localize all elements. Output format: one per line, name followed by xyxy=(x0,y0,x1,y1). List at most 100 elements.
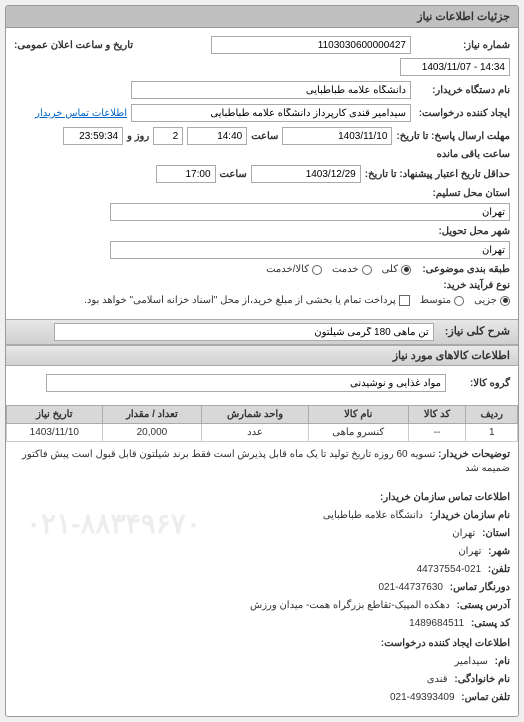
city-label: شهر محل تحویل: xyxy=(415,226,510,237)
radio-dot-icon xyxy=(500,296,510,306)
topic-label: طبقه بندی موضوعی: xyxy=(415,264,510,275)
td-date: 1403/11/10 xyxy=(7,424,103,442)
deadline-date-input[interactable] xyxy=(282,127,392,145)
contact-cphone-row: تلفن تماس: 49393409-021 xyxy=(14,690,510,706)
main-panel: جزئیات اطلاعات نیاز شماره نیاز: تاریخ و … xyxy=(5,5,519,717)
radio-topic-goods-label: کالا/خدمت xyxy=(266,264,309,275)
table-row[interactable]: 1 -- کنسرو ماهی عدد 20,000 1403/11/10 xyxy=(7,424,518,442)
th-name: نام کالا xyxy=(308,406,408,424)
row-org: نام دستگاه خریدار: xyxy=(14,81,510,99)
goods-group-section: گروه کالا: xyxy=(6,366,518,405)
topic-radios: کلی خدمت کالا/خدمت xyxy=(266,264,411,275)
buyer-notes-section: توضیحات خریدار: تسویه 60 روزه تاریخ تولی… xyxy=(6,442,518,482)
general-desc-label: شرح کلی نیاز: xyxy=(445,326,510,338)
validity-date-input[interactable] xyxy=(251,165,361,183)
radio-dot-icon xyxy=(454,296,464,306)
contact-link[interactable]: اطلاعات تماس خریدار xyxy=(35,108,127,119)
row-creator: ایجاد کننده درخواست: اطلاعات تماس خریدار xyxy=(14,104,510,122)
deadline-label: مهلت ارسال پاسخ: تا تاریخ: xyxy=(396,131,510,142)
contact-fax-row: دورنگار تماس: 44737630-021 xyxy=(14,580,510,596)
radio-topic-all-label: کلی xyxy=(382,264,398,275)
time-label-2: ساعت xyxy=(220,169,247,180)
contact-city-row: شهر: تهران xyxy=(14,544,510,560)
contact-fname-label: نام: xyxy=(495,656,510,667)
org-label: نام دستگاه خریدار: xyxy=(415,85,510,96)
province-input[interactable] xyxy=(110,203,510,221)
contact-address-value: دهکده المپیک-تقاطع بزرگراه همت- میدان ور… xyxy=(250,600,450,611)
city-input[interactable] xyxy=(110,241,510,259)
days-and-label: روز و xyxy=(127,131,149,142)
contact-fname-row: نام: سیدامیر xyxy=(14,654,510,670)
radio-topic-all[interactable]: کلی xyxy=(382,264,411,275)
contact-fax-label: دورنگار تماس: xyxy=(450,582,510,593)
radio-dot-icon xyxy=(401,265,411,275)
contact-org-value: دانشگاه علامه طباطبایی xyxy=(323,510,423,521)
contact-province-label: استان: xyxy=(482,528,510,539)
td-unit: عدد xyxy=(202,424,309,442)
row-process: نوع فرآیند خرید: جزیی متوسط پرداخت تمام … xyxy=(14,280,510,306)
contact-postal-label: کد پستی: xyxy=(471,618,510,629)
datetime-input[interactable] xyxy=(400,58,510,76)
contact-fax-value: 44737630-021 xyxy=(378,582,443,593)
buyer-notes-label: توضیحات خریدار: xyxy=(438,449,510,460)
validity-label: حداقل تاریخ اعتبار پیشنهاد: تا تاریخ: xyxy=(365,169,510,180)
goods-group-input[interactable] xyxy=(46,374,446,392)
checkbox-process-note[interactable]: پرداخت تمام یا بخشی از مبلغ خرید،از محل … xyxy=(84,295,410,306)
contact-postal-row: کد پستی: 1489684511 xyxy=(14,616,510,632)
general-desc-input[interactable] xyxy=(54,323,434,341)
contact-phone-label: تلفن: xyxy=(488,564,510,575)
contact-province-value: تهران xyxy=(452,528,475,539)
td-row: 1 xyxy=(466,424,518,442)
radio-dot-icon xyxy=(312,265,322,275)
th-code: کد کالا xyxy=(408,406,466,424)
goods-table: ردیف کد کالا نام کالا واحد شمارش تعداد /… xyxy=(6,405,518,442)
th-qty: تعداد / مقدار xyxy=(102,406,202,424)
process-radios: جزیی متوسط پرداخت تمام یا بخشی از مبلغ خ… xyxy=(84,295,510,306)
process-note-label: پرداخت تمام یا بخشی از مبلغ خرید،از محل … xyxy=(84,295,396,306)
row-deadline: مهلت ارسال پاسخ: تا تاریخ: ساعت روز و سا… xyxy=(14,127,510,160)
contact-phone-value: 021-44737554 xyxy=(417,564,482,575)
remaining-days-input[interactable] xyxy=(153,127,183,145)
radio-topic-goods[interactable]: کالا/خدمت xyxy=(266,264,322,275)
contact-lname-value: قندی xyxy=(427,674,448,685)
contact-address-row: آدرس پستی: دهکده المپیک-تقاطع بزرگراه هم… xyxy=(14,598,510,614)
creator-label: ایجاد کننده درخواست: xyxy=(415,108,510,119)
validity-time-input[interactable] xyxy=(156,165,216,183)
creator-input[interactable] xyxy=(131,104,411,122)
contact-postal-value: 1489684511 xyxy=(409,618,464,629)
contact-fname-value: سیدامیر xyxy=(455,656,488,667)
contact-org-label: نام سازمان خریدار: xyxy=(430,510,510,521)
th-unit: واحد شمارش xyxy=(202,406,309,424)
td-qty: 20,000 xyxy=(102,424,202,442)
contact-section1-title: اطلاعات تماس سازمان خریدار: xyxy=(14,490,510,506)
deadline-time-input[interactable] xyxy=(187,127,247,145)
radio-process-medium[interactable]: متوسط xyxy=(420,295,464,306)
province-label: استان محل تسلیم: xyxy=(415,188,510,199)
org-input[interactable] xyxy=(131,81,411,99)
checkbox-icon xyxy=(399,295,410,306)
radio-process-partial[interactable]: جزیی xyxy=(474,295,510,306)
td-name: کنسرو ماهی xyxy=(308,424,408,442)
panel-title: جزئیات اطلاعات نیاز xyxy=(6,6,518,28)
contact-lname-row: نام خانوادگی: قندی xyxy=(14,672,510,688)
contact-section: ۰۲۱-۸۸۳۴۹۶۷۰ اطلاعات تماس سازمان خریدار:… xyxy=(6,482,518,716)
row-province: استان محل تسلیم: xyxy=(14,188,510,221)
contact-province-row: استان: تهران xyxy=(14,526,510,542)
contact-city-label: شهر: xyxy=(488,546,510,557)
radio-process-partial-label: جزیی xyxy=(474,295,497,306)
number-input[interactable] xyxy=(211,36,411,54)
contact-lname-label: نام خانوادگی: xyxy=(454,674,510,685)
remaining-time-input[interactable] xyxy=(63,127,123,145)
contact-org-row: نام سازمان خریدار: دانشگاه علامه طباطبای… xyxy=(14,508,510,524)
table-header-row: ردیف کد کالا نام کالا واحد شمارش تعداد /… xyxy=(7,406,518,424)
contact-cphone-value: 49393409-021 xyxy=(390,692,455,703)
radio-topic-service[interactable]: خدمت xyxy=(332,264,372,275)
number-label: شماره نیاز: xyxy=(415,40,510,51)
row-city: شهر محل تحویل: xyxy=(14,226,510,259)
process-label: نوع فرآیند خرید: xyxy=(415,280,510,291)
contact-address-label: آدرس پستی: xyxy=(457,600,510,611)
row-number: شماره نیاز: تاریخ و ساعت اعلان عمومی: xyxy=(14,36,510,76)
form-section: شماره نیاز: تاریخ و ساعت اعلان عمومی: نا… xyxy=(6,28,518,319)
row-goods-group: گروه کالا: xyxy=(14,374,510,392)
goods-group-label: گروه کالا: xyxy=(450,378,510,389)
